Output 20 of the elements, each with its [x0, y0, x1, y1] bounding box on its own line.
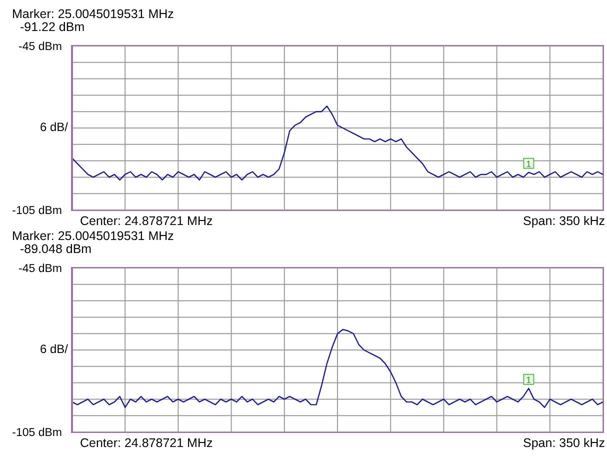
- y-tick-label: -105 dBm: [12, 205, 62, 217]
- marker-flag-icon: 1: [523, 374, 534, 385]
- text: Center: 24.878721 MHz: [80, 214, 213, 228]
- text: Marker: 25.0045019531 MHz: [12, 7, 174, 21]
- text: Span: 350 kHz: [523, 214, 605, 228]
- line-series: [72, 106, 603, 181]
- text: -91.22 dBm: [20, 20, 85, 34]
- annotation: 1: [526, 374, 532, 385]
- y-axis-title: 6 dB/: [40, 342, 68, 356]
- text: Center: 24.878721 MHz: [80, 436, 213, 450]
- y-tick-label: -45 dBm: [18, 263, 62, 275]
- y-axis-title: 6 dB/: [40, 120, 68, 134]
- text: -89.048 dBm: [20, 242, 92, 256]
- text: Marker: 25.0045019531 MHz: [12, 229, 174, 243]
- y-tick-label: -105 dBm: [12, 427, 62, 439]
- text: Span: 350 kHz: [523, 436, 605, 450]
- y-tick-label: -45 dBm: [18, 41, 62, 53]
- marker-flag-icon: 1: [523, 158, 534, 169]
- annotation: 1: [526, 158, 532, 169]
- line-series: [72, 328, 603, 408]
